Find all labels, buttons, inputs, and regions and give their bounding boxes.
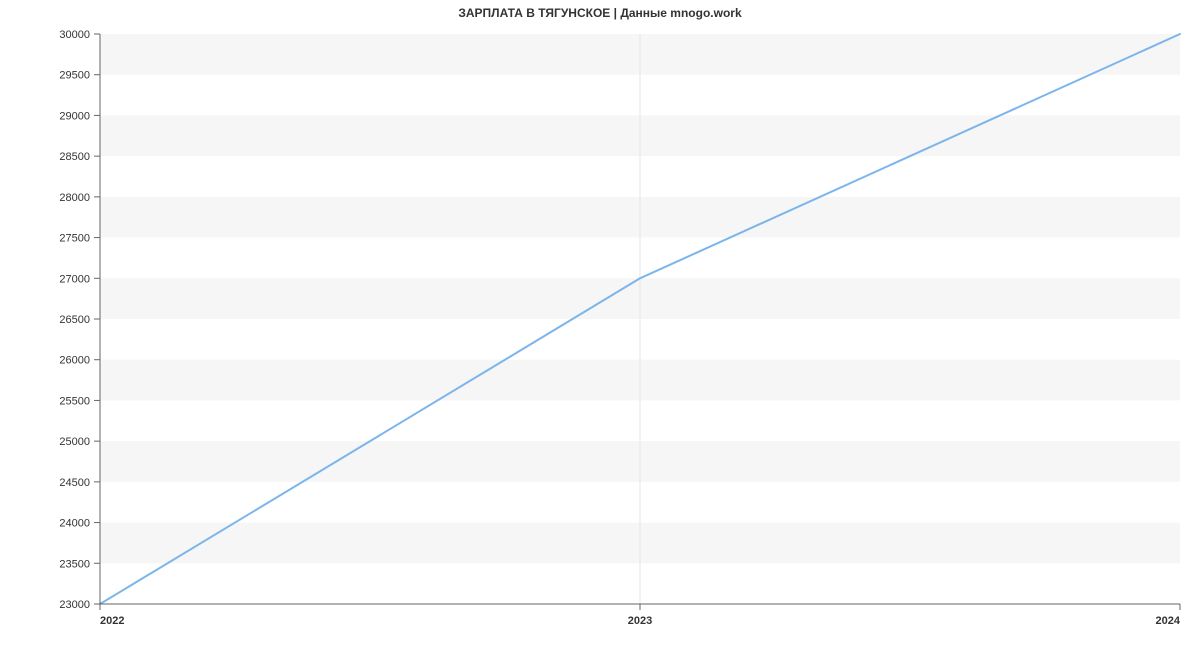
y-tick-label: 25000 xyxy=(59,436,90,448)
line-chart: 23000 23500 24000 24500 25000 25500 26000 26500… xyxy=(0,20,1200,644)
y-tick-label: 28500 xyxy=(59,151,90,163)
y-tick-label: 26500 xyxy=(59,314,90,326)
chart-title: ЗАРПЛАТА В ТЯГУНСКОЕ | Данные mnogo.work xyxy=(0,0,1200,20)
y-tick-label: 23500 xyxy=(59,558,90,570)
y-tick-label: 29500 xyxy=(59,70,90,82)
y-tick-label: 26000 xyxy=(59,355,90,367)
y-tick-label: 25500 xyxy=(59,395,90,407)
y-tick-label: 29000 xyxy=(59,110,90,122)
y-tick-label: 27000 xyxy=(59,273,90,285)
y-tick-label: 24500 xyxy=(59,477,90,489)
x-tick-label: 2023 xyxy=(628,615,652,627)
x-tick-label: 2022 xyxy=(100,615,124,627)
y-tick-label: 24000 xyxy=(59,518,90,530)
y-tick-label: 23000 xyxy=(59,599,90,611)
x-tick-label: 2024 xyxy=(1156,615,1181,627)
y-tick-label: 28000 xyxy=(59,192,90,204)
chart-container: 23000 23500 24000 24500 25000 25500 26000 26500… xyxy=(0,20,1200,644)
y-tick-label: 27500 xyxy=(59,233,90,245)
y-tick-label: 30000 xyxy=(59,29,90,41)
